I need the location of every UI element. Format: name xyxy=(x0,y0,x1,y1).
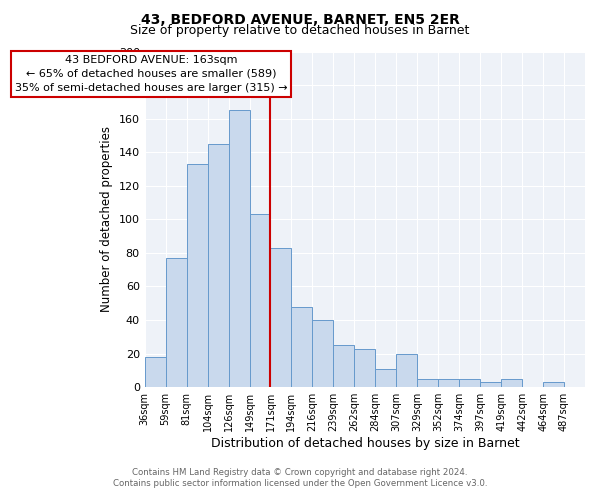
Bar xyxy=(187,164,208,387)
Bar xyxy=(166,258,187,387)
Text: Contains HM Land Registry data © Crown copyright and database right 2024.
Contai: Contains HM Land Registry data © Crown c… xyxy=(113,468,487,487)
Text: 43, BEDFORD AVENUE, BARNET, EN5 2ER: 43, BEDFORD AVENUE, BARNET, EN5 2ER xyxy=(140,12,460,26)
Bar xyxy=(417,379,438,387)
Bar xyxy=(271,248,292,387)
Bar xyxy=(396,354,417,387)
Bar xyxy=(438,379,459,387)
Bar xyxy=(501,379,522,387)
Bar xyxy=(313,320,334,387)
Bar xyxy=(355,348,376,387)
Bar xyxy=(334,345,355,387)
Bar xyxy=(145,357,166,387)
Bar xyxy=(459,379,480,387)
X-axis label: Distribution of detached houses by size in Barnet: Distribution of detached houses by size … xyxy=(211,437,519,450)
Text: Size of property relative to detached houses in Barnet: Size of property relative to detached ho… xyxy=(130,24,470,37)
Y-axis label: Number of detached properties: Number of detached properties xyxy=(100,126,113,312)
Bar xyxy=(543,382,564,387)
Bar xyxy=(376,368,396,387)
Bar xyxy=(208,144,229,387)
Text: 43 BEDFORD AVENUE: 163sqm
← 65% of detached houses are smaller (589)
35% of semi: 43 BEDFORD AVENUE: 163sqm ← 65% of detac… xyxy=(14,55,287,93)
Bar xyxy=(229,110,250,387)
Bar xyxy=(292,306,313,387)
Bar xyxy=(480,382,501,387)
Bar xyxy=(250,214,271,387)
